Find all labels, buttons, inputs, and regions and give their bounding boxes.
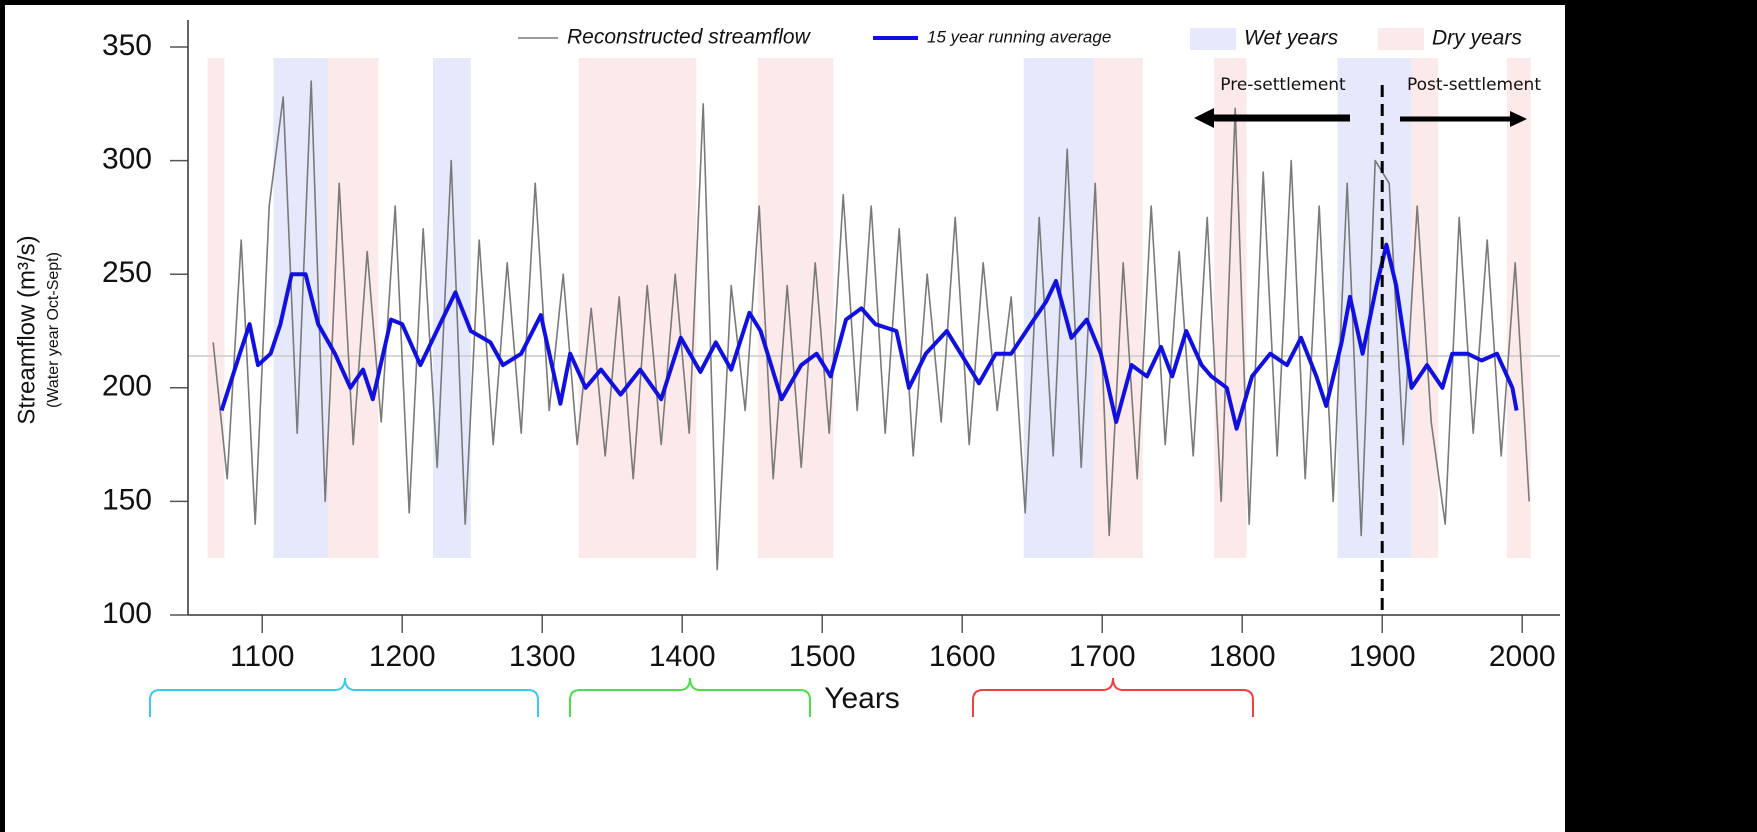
period-band	[328, 58, 379, 558]
legend-swatch	[1190, 28, 1236, 50]
y-label: Streamflow (m³/s)	[13, 235, 40, 424]
period-band	[1093, 58, 1143, 558]
legend-label: Reconstructed streamflow	[567, 26, 812, 49]
period-band	[1506, 58, 1531, 558]
legend-label: 15 year running average	[927, 27, 1111, 46]
x-tick-label: 1400	[649, 640, 716, 673]
period-band	[757, 58, 834, 558]
y-sublabel: (Water year Oct-Sept)	[45, 252, 62, 408]
legend-swatch	[1378, 28, 1424, 50]
y-tick-label: 200	[102, 370, 152, 403]
x-tick-label: 1700	[1069, 640, 1136, 673]
y-tick-label: 250	[102, 256, 152, 289]
period-band	[578, 58, 697, 558]
legend: Reconstructed streamflow 15 year running …	[518, 26, 1522, 50]
arrows	[1194, 108, 1527, 128]
x-tick-label: 1500	[789, 640, 856, 673]
legend-label: Wet years	[1244, 27, 1339, 50]
series-line	[219, 242, 1519, 431]
x-tick-label: 1100	[230, 640, 295, 673]
annotation: Post-settlement	[1407, 75, 1541, 95]
period-band	[1411, 58, 1439, 558]
period-band	[433, 58, 471, 558]
x-tick-label: 1200	[369, 640, 436, 673]
period-band	[273, 58, 328, 558]
series-line	[212, 80, 1530, 571]
x-label: Years	[824, 682, 900, 715]
x-tick-label: 1300	[509, 640, 576, 673]
y-tick-label: 300	[102, 143, 152, 176]
x-tick-label: 1600	[929, 640, 996, 673]
legend-label: Dry years	[1432, 27, 1522, 50]
y-tick-label: 100	[102, 597, 152, 630]
x-tick-label: 2000	[1489, 640, 1556, 673]
series	[212, 80, 1530, 615]
brackets	[149, 677, 1254, 717]
x-tick-label: 1900	[1349, 640, 1416, 673]
annotation: Pre-settlement	[1220, 75, 1346, 95]
period-band	[207, 58, 225, 558]
x-tick-label: 1800	[1209, 640, 1276, 673]
y-tick-label: 350	[102, 29, 152, 62]
y-tick-label: 150	[102, 483, 152, 516]
